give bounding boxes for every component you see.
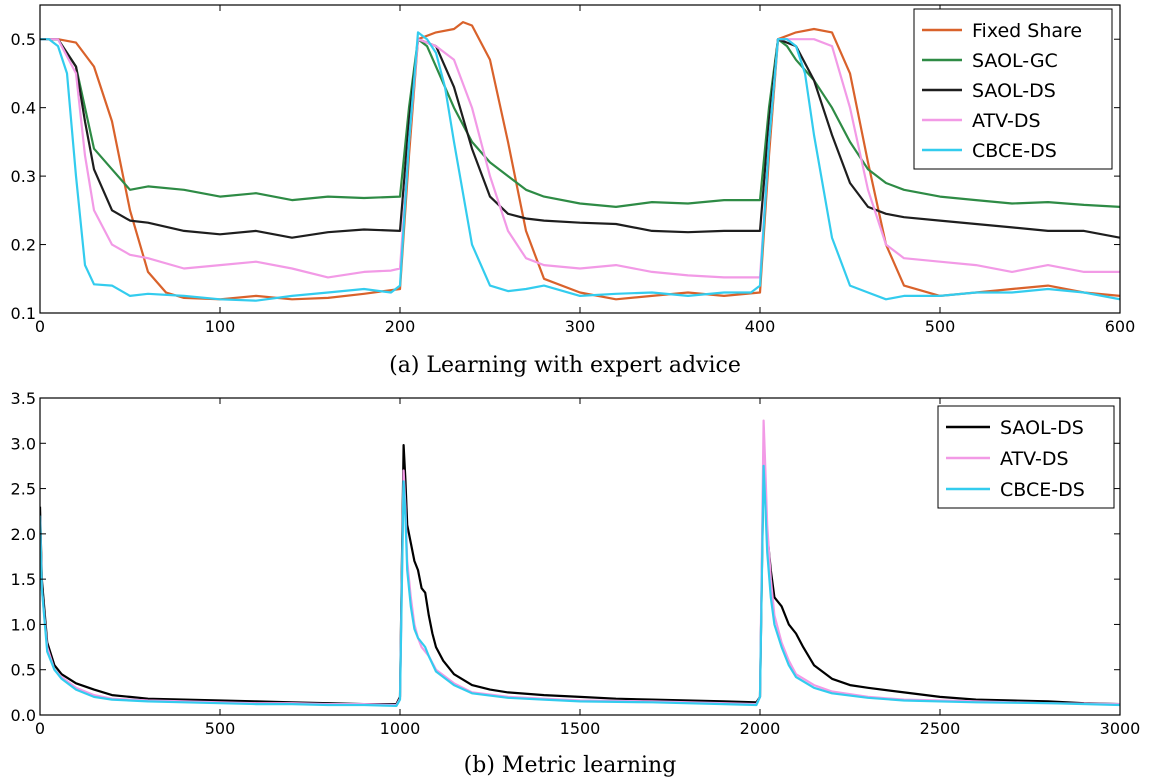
- legend-label-saol-ds: SAOL-DS: [972, 80, 1056, 102]
- series-line-saol-ds: [40, 38, 1120, 239]
- chart-a-ticks: 0 100 200 300 400 500 600 0.1 0.2 0.3 0.4 0.5: [11, 5, 1136, 336]
- chart-b: 0 500 1000 1500 2000 2500 3000 0.0 0.5 1.0 1.5 2.0 2…: [11, 389, 1141, 778]
- x-tick-label: 400: [745, 317, 776, 336]
- chart-b-caption: (b) Metric learning: [464, 753, 677, 778]
- x-tick-label: 200: [385, 317, 416, 336]
- y-tick-label: 1.0: [11, 615, 36, 634]
- x-tick-label: 500: [205, 719, 236, 738]
- x-tick-label: 0: [35, 719, 45, 738]
- legend-label-saol-ds: SAOL-DS: [1000, 417, 1084, 439]
- y-tick-label: 1.5: [11, 570, 36, 589]
- series-line-saol-ds: [40, 444, 1120, 706]
- legend-label-cbce-ds: CBCE-DS: [1000, 479, 1085, 501]
- y-tick-label: 3.0: [11, 434, 36, 453]
- y-tick-label: 0.5: [11, 661, 36, 680]
- chart-a-lines: [40, 21, 1120, 302]
- y-tick-label: 0.0: [11, 706, 36, 725]
- x-tick-label: 2000: [740, 719, 781, 738]
- legend-label-fixed-share: Fixed Share: [972, 20, 1082, 42]
- x-tick-label: 1500: [560, 719, 601, 738]
- x-tick-label: 3000: [1100, 719, 1141, 738]
- y-tick-label: 3.5: [11, 389, 36, 408]
- series-line-cbce-ds: [40, 31, 1120, 302]
- series-line-atv-ds: [40, 38, 1120, 279]
- x-tick-label: 2500: [920, 719, 961, 738]
- x-tick-label: 0: [35, 317, 45, 336]
- y-tick-label: 2.0: [11, 525, 36, 544]
- chart-a-legend: Fixed Share SAOL-GC SAOL-DS ATV-DS CBCE-DS: [913, 8, 1113, 170]
- x-tick-label: 600: [1105, 317, 1136, 336]
- legend-label-saol-gc: SAOL-GC: [972, 50, 1058, 72]
- legend-label-cbce-ds: CBCE-DS: [972, 140, 1057, 162]
- y-tick-label: 0.4: [11, 99, 36, 118]
- chart-b-legend: SAOL-DS ATV-DS CBCE-DS: [937, 405, 1115, 509]
- chart-a: 0 100 200 300 400 500 600 0.1 0.2 0.3 0.4 0.5 Fixed…: [11, 4, 1136, 378]
- chart-b-ticks: 0 500 1000 1500 2000 2500 3000 0.0 0.5 1.0 1.5 2.0 2…: [11, 389, 1141, 738]
- chart-b-lines: [40, 419, 1120, 708]
- y-tick-label: 0.2: [11, 236, 36, 255]
- x-tick-label: 300: [565, 317, 596, 336]
- x-tick-label: 500: [925, 317, 956, 336]
- y-tick-label: 0.5: [11, 30, 36, 49]
- chart-a-caption: (a) Learning with expert advice: [389, 353, 741, 378]
- x-tick-label: 100: [205, 317, 236, 336]
- legend-label-atv-ds: ATV-DS: [972, 110, 1041, 132]
- y-tick-label: 2.5: [11, 480, 36, 499]
- x-tick-label: 1000: [380, 719, 421, 738]
- y-tick-label: 0.1: [11, 304, 36, 323]
- legend-label-atv-ds: ATV-DS: [1000, 448, 1069, 470]
- series-line-cbce-ds: [40, 464, 1120, 708]
- y-tick-label: 0.3: [11, 167, 36, 186]
- series-line-saol-gc: [40, 38, 1120, 208]
